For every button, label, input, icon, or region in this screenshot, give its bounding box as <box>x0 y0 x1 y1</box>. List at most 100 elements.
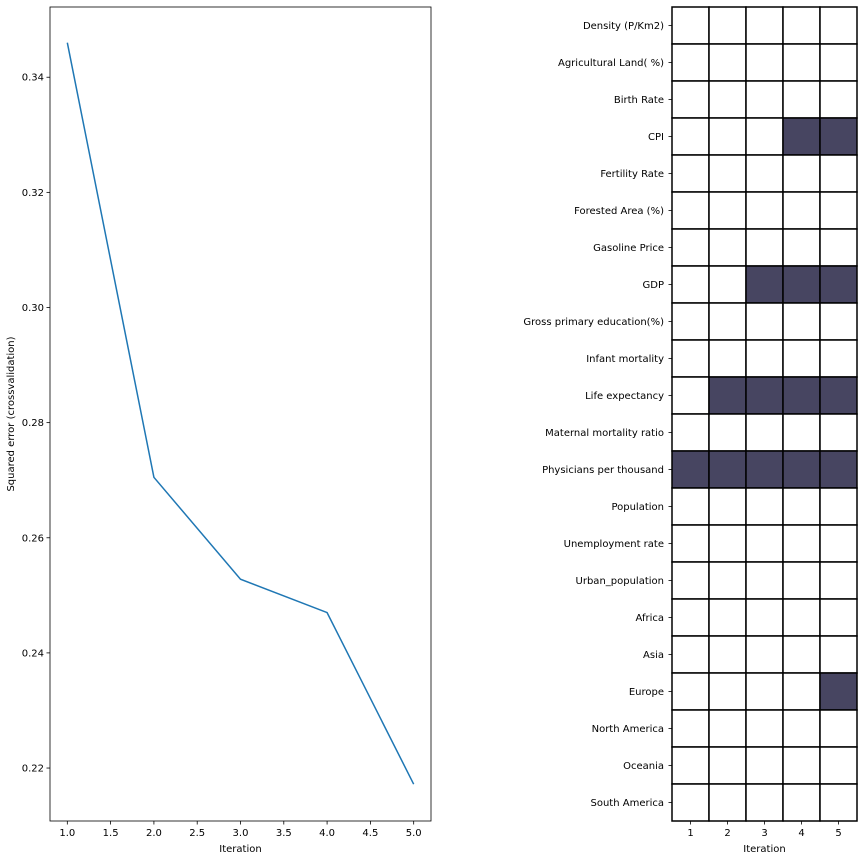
heatmap-cell <box>819 413 858 452</box>
heatmap-cell <box>819 598 858 637</box>
heatmap-cell <box>819 265 858 304</box>
heatmap-cell <box>708 265 747 304</box>
line-y-tick-label: 0.24 <box>22 648 44 659</box>
heatmap-row-label: South America <box>591 798 665 809</box>
heatmap-cell <box>671 43 710 82</box>
heatmap-cell <box>782 783 821 822</box>
heatmap-cell <box>671 672 710 711</box>
heatmap-cell <box>708 524 747 563</box>
heatmap-cell <box>819 154 858 193</box>
heatmap-row-label: Population <box>611 502 664 513</box>
heatmap-row-label: Urban_population <box>576 576 664 587</box>
line-y-tick-label: 0.28 <box>22 418 44 429</box>
line-series <box>66 42 415 785</box>
heatmap-row-label: Infant mortality <box>586 354 664 365</box>
line-x-tick-label: 3.0 <box>233 828 249 839</box>
heatmap-cell <box>708 376 747 415</box>
heatmap-cell <box>782 302 821 341</box>
heatmap-cell <box>671 709 710 748</box>
heatmap-cell <box>819 524 858 563</box>
line-y-tick-label: 0.30 <box>22 303 44 314</box>
heatmap-cell <box>671 191 710 230</box>
heatmap-column-labels: 1 2 3 4 5 <box>687 821 842 839</box>
heatmap-cell <box>671 524 710 563</box>
heatmap-cell <box>819 191 858 230</box>
heatmap-cell <box>819 561 858 600</box>
heatmap-cell <box>708 117 747 156</box>
heatmap-row-label: Unemployment rate <box>564 539 664 550</box>
heatmap-cell <box>745 709 784 748</box>
heatmap-row-label: Africa <box>635 613 664 624</box>
heatmap-cell <box>708 598 747 637</box>
heatmap-cell <box>671 376 710 415</box>
heatmap-cell <box>671 487 710 526</box>
heatmap-cell <box>745 598 784 637</box>
line-x-tick-label: 4.5 <box>362 828 378 839</box>
heatmap-cell <box>708 672 747 711</box>
heatmap-cells <box>671 6 858 822</box>
heatmap-cell <box>671 117 710 156</box>
heatmap-cell <box>708 302 747 341</box>
heatmap-cell <box>745 376 784 415</box>
heatmap-row-label: Fertility Rate <box>600 169 664 180</box>
heatmap-row-label: GDP <box>643 280 664 291</box>
heatmap-cell <box>745 6 784 45</box>
heatmap-column-label: 3 <box>761 828 767 839</box>
heatmap-row-label: Physicians per thousand <box>542 465 664 476</box>
line-y-tick-label: 0.32 <box>22 188 44 199</box>
heatmap-cell <box>671 302 710 341</box>
heatmap-cell <box>819 709 858 748</box>
heatmap-row-label: Maternal mortality ratio <box>545 428 664 439</box>
heatmap-cell <box>671 80 710 119</box>
heatmap-cell <box>671 265 710 304</box>
heatmap-cell <box>708 487 747 526</box>
heatmap-cell <box>782 561 821 600</box>
heatmap-cell <box>745 672 784 711</box>
line-x-tick-label: 1.0 <box>59 828 75 839</box>
heatmap-row-label: Europe <box>629 687 664 698</box>
heatmap-cell <box>671 561 710 600</box>
heatmap-cell <box>708 154 747 193</box>
heatmap-cell <box>782 43 821 82</box>
heatmap-cell <box>671 598 710 637</box>
heatmap-cell <box>745 43 784 82</box>
heatmap-cell <box>782 339 821 378</box>
heatmap-cell <box>745 635 784 674</box>
line-x-tick-label: 5.0 <box>406 828 422 839</box>
heatmap-row-label: Birth Rate <box>614 95 664 106</box>
heatmap-cell <box>671 450 710 489</box>
heatmap-cell <box>671 413 710 452</box>
heatmap-cell <box>782 265 821 304</box>
line-chart: 0.22 0.24 0.26 0.28 0.30 0.32 0.34 1.0 1.5 2.0 2.… <box>6 6 432 855</box>
heatmap-row-label: Density (P/Km2) <box>583 21 664 32</box>
heatmap-cell <box>708 450 747 489</box>
heatmap-cell <box>745 413 784 452</box>
heatmap-row-label: Gross primary education(%) <box>523 317 664 328</box>
heatmap-cell <box>708 80 747 119</box>
heatmap-cell <box>745 339 784 378</box>
heatmap-cell <box>708 783 747 822</box>
heatmap-cell <box>782 80 821 119</box>
heatmap-cell <box>745 746 784 785</box>
heatmap-cell <box>782 413 821 452</box>
line-x-tick-label: 2.0 <box>146 828 162 839</box>
line-y-tick-label: 0.34 <box>22 73 44 84</box>
line-y-tick-label: 0.26 <box>22 533 44 544</box>
heatmap-cell <box>819 746 858 785</box>
heatmap-cell <box>745 265 784 304</box>
heatmap-column-label: 5 <box>835 828 841 839</box>
heatmap-cell <box>782 709 821 748</box>
heatmap-cell <box>708 746 747 785</box>
heatmap-cell <box>819 302 858 341</box>
heatmap-cell <box>745 524 784 563</box>
heatmap-cell <box>708 43 747 82</box>
heatmap-cell <box>782 635 821 674</box>
heatmap-cell <box>782 191 821 230</box>
heatmap-cell <box>671 746 710 785</box>
heatmap-cell <box>819 117 858 156</box>
heatmap-cell <box>819 339 858 378</box>
heatmap-row-label: CPI <box>648 132 664 143</box>
heatmap-cell <box>708 709 747 748</box>
heatmap-cell <box>671 6 710 45</box>
